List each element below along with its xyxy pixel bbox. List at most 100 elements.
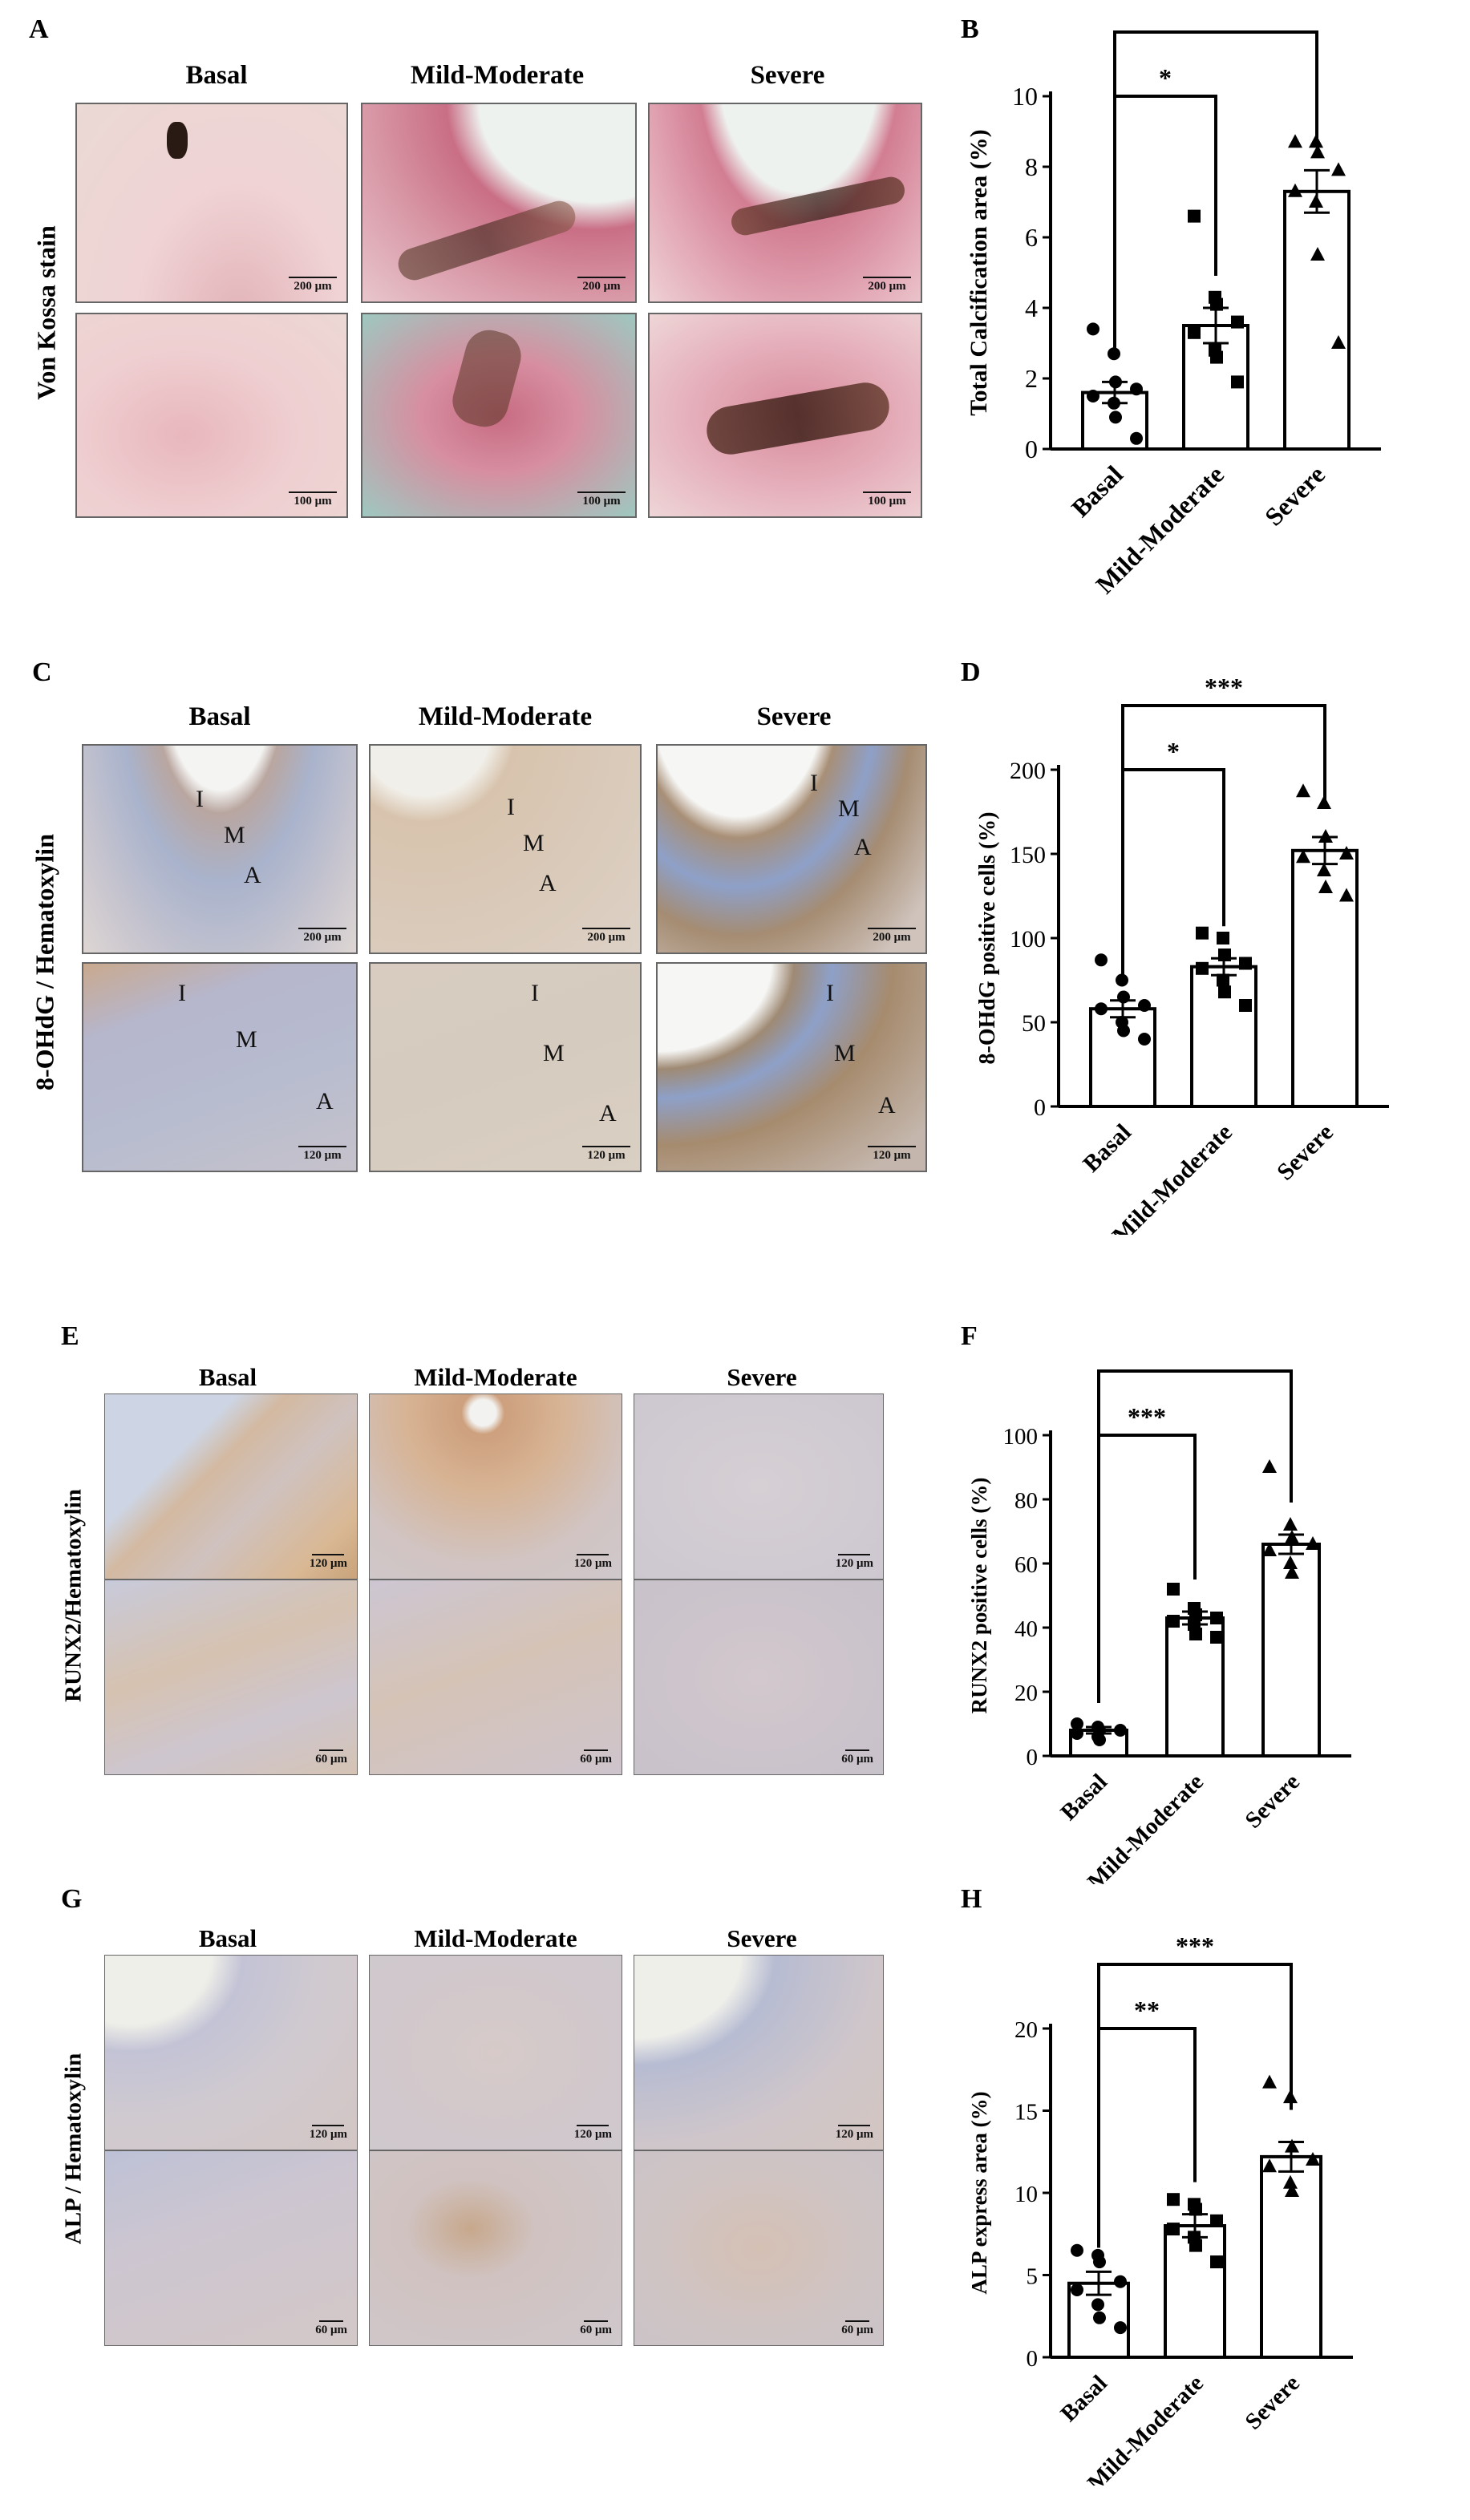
micrograph-e-mild-top: 120 μm xyxy=(369,1393,622,1580)
micrograph-g-basal-top: 120 μm xyxy=(104,1955,358,2150)
data-point-triangle xyxy=(1285,2182,1299,2197)
significance-label: ** xyxy=(1134,1996,1160,2024)
scale-bar-label: 100 μm xyxy=(868,495,906,508)
significance-label: *** xyxy=(1197,16,1235,28)
data-point-square xyxy=(1210,297,1223,311)
data-point-square xyxy=(1218,985,1231,999)
significance-bracket xyxy=(1113,95,1217,358)
data-point-circle xyxy=(1095,1002,1108,1016)
data-point-triangle xyxy=(1309,194,1323,208)
col-header-severe-c: Severe xyxy=(756,702,832,731)
y-tick-label: 6 xyxy=(1025,223,1038,252)
micrograph-c-severe-high: I M A 120 μm xyxy=(656,962,927,1172)
y-tick-label: 60 xyxy=(1014,1552,1038,1578)
col-header-severe-a: Severe xyxy=(750,61,825,90)
micrograph-e-basal-bottom: 60 μm xyxy=(104,1580,358,1775)
y-tick-label: 0 xyxy=(1027,2346,1039,2372)
data-point-triangle xyxy=(1339,846,1354,860)
layer-label-adventitia: A xyxy=(854,834,872,860)
chart-b: 0 2 4 6 8 10 Total Calcification area (%) Basal… xyxy=(966,16,1381,599)
data-point-circle xyxy=(1093,2255,1106,2269)
x-tick-label: Basal xyxy=(1055,1769,1112,1825)
scale-bar-label: 100 μm xyxy=(294,495,332,508)
micrograph-g-severe-bottom: 60 μm xyxy=(634,2150,884,2346)
layer-label-intima: I xyxy=(507,794,515,820)
data-point-square xyxy=(1167,1615,1180,1628)
scale-bar-label: 120 μm xyxy=(835,2128,873,2141)
y-tick-label: 8 xyxy=(1025,152,1038,181)
data-point-square xyxy=(1210,350,1223,364)
x-tick-label: Basal xyxy=(1066,459,1128,522)
significance-label: * xyxy=(1159,63,1172,92)
scale-bar-label: 200 μm xyxy=(582,280,621,293)
col-header-severe-g: Severe xyxy=(727,1924,797,1952)
stain-label-g: ALP / Hematoxylin xyxy=(60,2053,87,2245)
data-point-triangle xyxy=(1306,2152,1320,2166)
y-tick-label: 0 xyxy=(1027,1745,1039,1770)
data-point-triangle xyxy=(1317,863,1331,876)
scale-bar-label: 200 μm xyxy=(587,931,626,944)
micrograph-c-severe-low: I M A 200 μm xyxy=(656,744,927,954)
data-point-triangle xyxy=(1309,134,1323,148)
micrograph-a-severe-high: 100 μm xyxy=(648,313,922,518)
y-tick-label: 0 xyxy=(1025,435,1038,463)
stain-label-a: Von Kossa stain xyxy=(31,225,61,400)
micrograph-e-basal-top: 120 μm xyxy=(104,1393,358,1580)
data-point-circle xyxy=(1130,382,1143,396)
layer-label-intima: I xyxy=(178,980,186,1006)
data-point-circle xyxy=(1138,999,1151,1012)
micrograph-a-mild-low: 200 μm xyxy=(361,103,637,303)
data-point-triangle xyxy=(1262,2158,1277,2173)
data-point-square xyxy=(1218,949,1231,961)
x-tick-label: Basal xyxy=(1055,2370,1112,2426)
data-point-triangle xyxy=(1262,1459,1277,1473)
data-point-square xyxy=(1189,2202,1202,2216)
micrograph-g-mild-top: 120 μm xyxy=(369,1955,622,2150)
significance-bracket xyxy=(1121,768,1225,977)
data-point-square xyxy=(1210,2214,1223,2227)
data-point-square xyxy=(1210,1612,1223,1624)
y-tick-label: 80 xyxy=(1014,1488,1038,1514)
micrograph-a-basal-low: 200 μm xyxy=(75,103,348,303)
data-point-square xyxy=(1217,973,1229,987)
panel-letter-b: B xyxy=(961,14,979,44)
layer-label-media: M xyxy=(834,1040,856,1066)
panel-letter-f: F xyxy=(961,1321,978,1351)
data-point-square xyxy=(1239,957,1252,970)
data-point-triangle xyxy=(1288,134,1302,148)
y-tick-label: 200 xyxy=(1010,758,1046,784)
data-point-square xyxy=(1210,2255,1223,2269)
data-point-square xyxy=(1189,1628,1202,1640)
data-point-triangle xyxy=(1331,162,1346,176)
y-tick-label: 10 xyxy=(1012,82,1038,111)
scale-bar-label: 200 μm xyxy=(868,280,906,293)
data-point-circle xyxy=(1109,375,1122,389)
micrograph-c-basal-high: I M A 120 μm xyxy=(82,962,358,1172)
data-point-circle xyxy=(1095,953,1108,967)
y-tick-label: 50 xyxy=(1022,1010,1046,1037)
data-point-square xyxy=(1231,375,1244,389)
layer-label-adventitia: A xyxy=(878,1092,896,1118)
layer-label-adventitia: A xyxy=(599,1100,617,1127)
data-point-square xyxy=(1231,315,1244,329)
scale-bar-label: 120 μm xyxy=(873,1149,911,1162)
col-header-severe-e: Severe xyxy=(727,1363,797,1391)
y-tick-label: 5 xyxy=(1027,2264,1039,2290)
scale-bar-label: 120 μm xyxy=(573,2128,612,2141)
y-tick-label: 20 xyxy=(1014,2017,1038,2043)
significance-bracket xyxy=(1121,704,1326,977)
y-tick-label: 10 xyxy=(1014,2182,1038,2207)
data-point-circle xyxy=(1114,2321,1127,2335)
data-point-triangle xyxy=(1339,888,1354,902)
y-tick-label: 15 xyxy=(1014,2100,1038,2126)
scale-bar-label: 60 μm xyxy=(841,1753,873,1766)
micrograph-g-basal-bottom: 60 μm xyxy=(104,2150,358,2346)
significance-label: *** xyxy=(1176,1355,1214,1367)
data-point-triangle xyxy=(1310,144,1325,159)
data-point-circle xyxy=(1114,2275,1127,2288)
layer-label-media: M xyxy=(543,1040,565,1066)
data-point-circle xyxy=(1071,2283,1083,2296)
data-point-square xyxy=(1188,209,1201,223)
data-point-triangle xyxy=(1285,1565,1299,1579)
data-point-triangle xyxy=(1318,829,1333,843)
